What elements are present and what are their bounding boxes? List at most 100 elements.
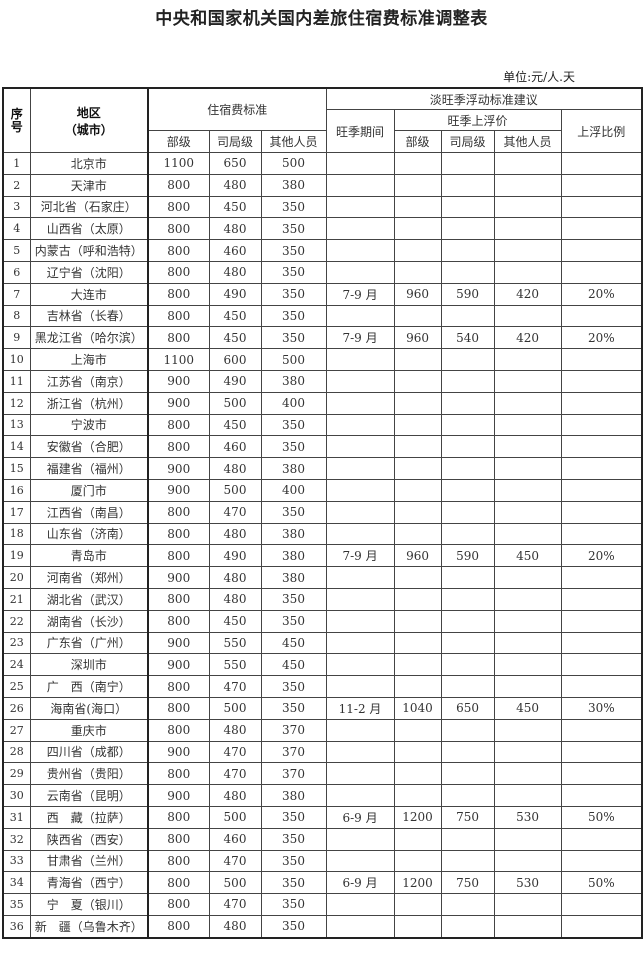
cell-standard-ministry: 800 xyxy=(147,718,210,742)
cell-peak-ministry xyxy=(393,893,442,916)
cell-standard-other: 380 xyxy=(260,784,327,807)
cell-peak-ministry xyxy=(393,304,442,328)
cell-peak-period xyxy=(325,413,395,437)
cell-peak-period xyxy=(325,173,395,197)
cell-standard-other: 350 xyxy=(260,304,327,328)
cell-standard-ministry: 800 xyxy=(147,304,210,328)
table-row: 28 四川省（成都） 900 470 370 xyxy=(2,740,643,764)
header-peak-other: 其他人员 xyxy=(493,130,562,153)
cell-peak-period xyxy=(325,849,395,873)
cell-seq: 29 xyxy=(2,762,31,786)
cell-standard-ministry: 800 xyxy=(147,522,210,546)
cell-ratio xyxy=(560,827,643,851)
cell-peak-other xyxy=(493,195,562,219)
cell-peak-other xyxy=(493,217,562,241)
cell-standard-other: 400 xyxy=(260,391,327,415)
cell-standard-bureau: 490 xyxy=(208,544,262,568)
cell-standard-bureau: 480 xyxy=(208,457,262,480)
cell-standard-bureau: 480 xyxy=(208,522,262,546)
header-ratio: 上浮比例 xyxy=(560,109,643,153)
table-row: 3 河北省（石家庄） 800 450 350 xyxy=(2,195,643,219)
cell-ratio xyxy=(560,566,643,589)
cell-peak-other xyxy=(493,478,562,502)
cell-peak-period: 6-9 月 xyxy=(325,805,395,829)
cell-standard-ministry: 800 xyxy=(147,587,210,611)
header-standard: 住宿费标准 xyxy=(147,87,327,131)
cell-peak-ministry xyxy=(393,217,442,241)
cell-standard-bureau: 470 xyxy=(208,849,262,873)
header-region: 地区 （城市） xyxy=(29,87,149,153)
cell-peak-period xyxy=(325,718,395,742)
cell-standard-ministry: 800 xyxy=(147,696,210,720)
cell-region: 重庆市 xyxy=(29,718,149,742)
cell-peak-other: 420 xyxy=(493,326,562,350)
cell-ratio xyxy=(560,522,643,546)
cell-peak-ministry xyxy=(393,391,442,415)
cell-seq: 9 xyxy=(2,326,31,350)
cell-standard-other: 450 xyxy=(260,631,327,655)
cell-standard-ministry: 900 xyxy=(147,457,210,480)
cell-standard-other: 350 xyxy=(260,827,327,851)
cell-standard-other: 380 xyxy=(260,522,327,546)
cell-peak-bureau: 750 xyxy=(440,805,495,829)
cell-peak-period xyxy=(325,369,395,393)
cell-peak-ministry xyxy=(393,369,442,393)
cell-region: 宁 夏（银川） xyxy=(29,893,149,916)
cell-peak-other xyxy=(493,435,562,459)
cell-ratio xyxy=(560,478,643,502)
table-row: 23 广东省（广州） 900 550 450 xyxy=(2,631,643,655)
table-row: 7 大连市 800 490 350 7-9 月 960 590 420 20% xyxy=(2,282,643,306)
cell-standard-bureau: 490 xyxy=(208,282,262,306)
cell-peak-ministry xyxy=(393,587,442,611)
cell-standard-bureau: 500 xyxy=(208,696,262,720)
cell-ratio xyxy=(560,675,643,698)
cell-peak-period xyxy=(325,348,395,371)
header-peak-price: 旺季上浮价 xyxy=(393,109,562,131)
cell-standard-bureau: 480 xyxy=(208,173,262,197)
table-row: 27 重庆市 800 480 370 xyxy=(2,718,643,742)
cell-region: 四川省（成都） xyxy=(29,740,149,764)
cell-peak-other xyxy=(493,457,562,480)
cell-peak-other xyxy=(493,609,562,633)
cell-peak-bureau xyxy=(440,522,495,546)
header-region-label: 地区 xyxy=(76,105,101,120)
cell-peak-ministry xyxy=(393,435,442,459)
cell-standard-other: 370 xyxy=(260,762,327,786)
cell-peak-period xyxy=(325,478,395,502)
cell-peak-period xyxy=(325,500,395,524)
cell-peak-ministry xyxy=(393,195,442,219)
cell-ratio xyxy=(560,740,643,764)
cell-ratio xyxy=(560,391,643,415)
cell-standard-ministry: 800 xyxy=(147,413,210,437)
cell-peak-bureau xyxy=(440,827,495,851)
cell-peak-bureau xyxy=(440,718,495,742)
cell-seq: 24 xyxy=(2,653,31,677)
cell-peak-ministry xyxy=(393,478,442,502)
cell-ratio: 20% xyxy=(560,282,643,306)
cell-standard-other: 380 xyxy=(260,566,327,589)
cell-ratio xyxy=(560,239,643,262)
cell-peak-bureau: 590 xyxy=(440,282,495,306)
cell-standard-other: 350 xyxy=(260,217,327,241)
cell-peak-bureau xyxy=(440,740,495,764)
cell-standard-bureau: 450 xyxy=(208,304,262,328)
cell-peak-bureau xyxy=(440,435,495,459)
cell-peak-ministry: 1200 xyxy=(393,805,442,829)
cell-region: 青海省（西宁） xyxy=(29,871,149,895)
table-row: 20 河南省（郑州） 900 480 380 xyxy=(2,566,643,589)
cell-standard-ministry: 800 xyxy=(147,173,210,197)
cell-standard-other: 380 xyxy=(260,173,327,197)
cell-peak-bureau xyxy=(440,173,495,197)
cell-peak-period xyxy=(325,827,395,851)
cell-region: 云南省（昆明） xyxy=(29,784,149,807)
cell-peak-ministry xyxy=(393,914,442,939)
cell-ratio: 50% xyxy=(560,805,643,829)
cell-peak-other xyxy=(493,718,562,742)
cell-standard-bureau: 470 xyxy=(208,893,262,916)
cell-standard-other: 350 xyxy=(260,260,327,284)
table-row: 35 宁 夏（银川） 800 470 350 xyxy=(2,893,643,916)
cell-seq: 4 xyxy=(2,217,31,241)
cell-standard-bureau: 480 xyxy=(208,718,262,742)
cell-standard-bureau: 480 xyxy=(208,587,262,611)
cell-peak-ministry xyxy=(393,348,442,371)
